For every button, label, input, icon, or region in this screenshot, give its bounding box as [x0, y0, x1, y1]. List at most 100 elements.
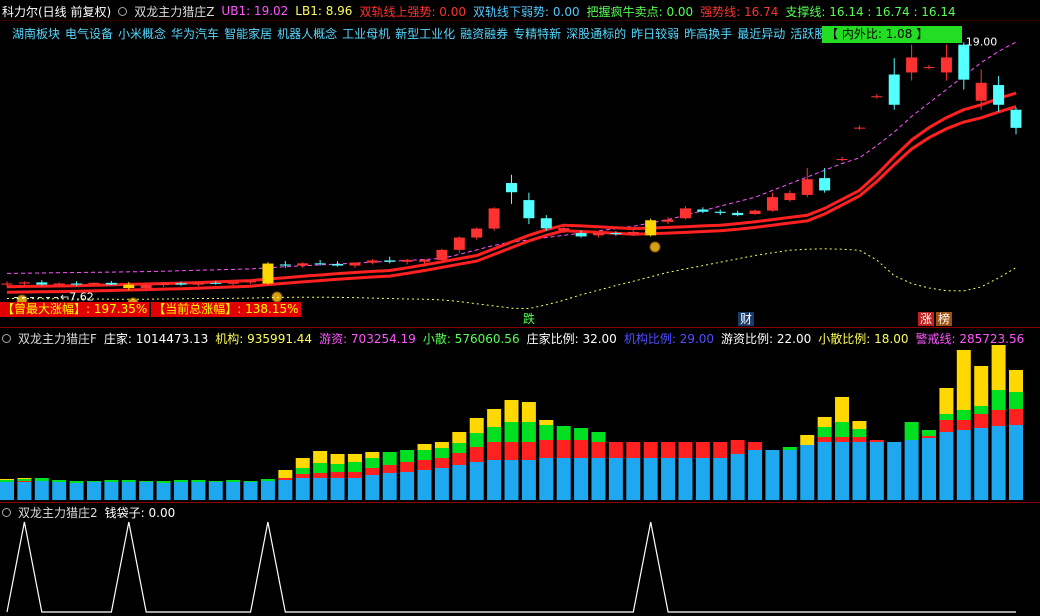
bar-segment [469, 433, 484, 447]
bar-segment [487, 460, 502, 500]
candle-body [18, 282, 30, 284]
candle-body [975, 82, 987, 101]
indicator-title: 双龙主力猎庄F [18, 331, 97, 346]
bar-segment [539, 420, 554, 425]
bar-segment [695, 442, 710, 458]
candle-body [819, 178, 831, 191]
bar-segment [260, 481, 275, 500]
bar-segment [974, 366, 989, 406]
bar-segment [765, 450, 780, 500]
bar-segment [173, 482, 188, 500]
bar-segment [487, 427, 502, 442]
bar-segment [452, 443, 467, 453]
bar-segment [452, 453, 467, 465]
readout: 游资比例: 22.00 [721, 331, 812, 346]
candle-body [123, 284, 135, 288]
candle-body [384, 260, 396, 262]
bar-segment [904, 422, 919, 440]
bar-segment [504, 460, 519, 500]
tag: 深股通标的 [566, 26, 627, 41]
bar-segment [469, 462, 484, 500]
bar-segment [835, 397, 850, 422]
bar-segment [434, 458, 449, 468]
candle-body [210, 282, 222, 284]
bar-segment [539, 425, 554, 440]
bar-segment [52, 480, 67, 482]
bar-segment [382, 473, 397, 500]
bar-segment [539, 440, 554, 458]
candle-body [627, 231, 639, 235]
bar-segment [574, 458, 589, 500]
bar-segment [730, 440, 745, 454]
bar-segment [556, 458, 571, 500]
bar-segment [521, 402, 536, 422]
bar-segment [330, 464, 345, 472]
candle-body [297, 263, 309, 266]
indicator-icon[interactable] [2, 333, 11, 343]
bar-segment [243, 482, 258, 500]
bar-segment [365, 475, 380, 500]
ratio-box: 【 内外比: 1.08 】 [822, 26, 962, 43]
bar-segment [295, 474, 310, 478]
bar-segment [869, 442, 884, 500]
indicator-line [6, 41, 1017, 274]
stock-name: 科力尔(日线 前复权) [2, 4, 112, 19]
indicator-icon[interactable] [118, 6, 128, 16]
candle-body [488, 208, 500, 229]
bar-segment [156, 481, 171, 483]
bar-segment [139, 481, 154, 482]
bar-segment [452, 465, 467, 500]
readout: 小散: 576060.56 [422, 331, 520, 346]
candle-body [697, 209, 709, 212]
bar-segment [817, 442, 832, 500]
candle-body [732, 212, 744, 216]
price-header: 科力尔(日线 前复权) 双龙主力猎庄Z UB1: 19.02 LB1: 8.96 双… [2, 3, 956, 19]
bar-segment [330, 472, 345, 478]
candle-body [175, 283, 187, 285]
bar-segment [417, 450, 432, 460]
bar-segment [330, 454, 345, 464]
bar-segment [643, 442, 658, 458]
bar-segment [191, 482, 206, 500]
bar-segment [1009, 409, 1023, 425]
bar-segment [782, 447, 797, 450]
candle-body [766, 197, 778, 211]
indicator-icon[interactable] [2, 507, 11, 517]
candles [1, 42, 1022, 292]
signal-label: 跌 [523, 312, 536, 326]
bar-segment [347, 454, 362, 462]
bar-segment [69, 481, 84, 483]
candle-body [36, 282, 48, 285]
bar-segment [991, 426, 1006, 500]
candle-body [801, 179, 813, 195]
candle-body [506, 183, 517, 193]
bar-segment [295, 468, 310, 474]
indicator-title: 双龙主力猎庄2 [18, 505, 98, 520]
bar-segment [86, 482, 101, 500]
candle-body [366, 260, 378, 263]
bar-segment [347, 472, 362, 478]
bar-segment [626, 442, 641, 458]
candle-body [471, 228, 483, 238]
bar-segment [956, 350, 971, 410]
candle-body [610, 233, 622, 235]
bar-segment [939, 432, 954, 500]
tag-row: 湖南板块 电气设备 小米概念 华为汽车 智能家居 机器人概念 工业母机 新型工业化 融资融券 专精… [12, 25, 826, 41]
bar-segment [365, 458, 380, 468]
readout: 机构比例: 29.00 [623, 331, 715, 346]
bar-segment [243, 481, 258, 482]
tag: 最近异动 [737, 26, 786, 41]
high-label: 19.00 [966, 35, 998, 48]
candle-body [1010, 109, 1022, 128]
signal-label: 榜 [936, 312, 953, 326]
candle-body [419, 259, 431, 262]
bar-segment [869, 440, 884, 442]
bar-segment [487, 442, 502, 460]
indicator-title: 双龙主力猎庄Z [134, 4, 215, 19]
signal-header: 双龙主力猎庄2 钱袋子: 0.00 [2, 504, 175, 520]
bar-segment [800, 435, 815, 445]
bar-segment [260, 479, 275, 481]
bar-segment [643, 458, 658, 500]
bar-segment [504, 422, 519, 442]
bar-segment [226, 482, 241, 500]
